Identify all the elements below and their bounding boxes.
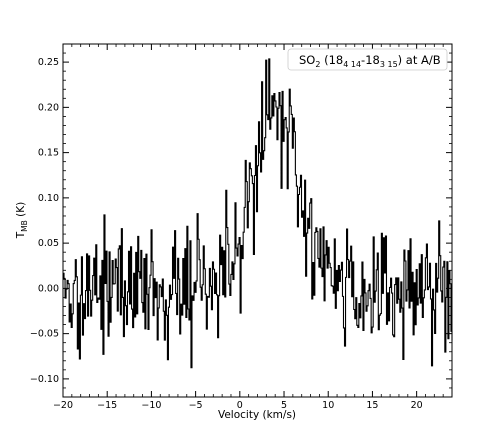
y-tick-label: 0.25 [38, 57, 59, 68]
legend: SO2 (184 14-183 15) at A/B [287, 48, 448, 71]
y-axis-label-main: T [15, 231, 27, 239]
y-axis-label-sub: MB [20, 220, 29, 232]
plot-frame [62, 43, 453, 398]
x-tick-label: 5 [281, 400, 287, 411]
x-tick-label: −10 [141, 400, 161, 411]
x-tick-label: 10 [322, 400, 334, 411]
x-axis-label: Velocity (km/s) [218, 409, 296, 421]
x-tick-label: 20 [411, 400, 423, 411]
y-tick-label: 0.20 [38, 102, 59, 113]
legend-segment: (18 [320, 53, 343, 67]
x-tick-labels: −20 −15 −10 −5 0 5 10 15 20 [53, 400, 423, 411]
x-tick-label: −5 [189, 400, 203, 411]
y-tick-label: 0.15 [38, 148, 59, 159]
y-axis-label-rest: (K) [15, 202, 27, 220]
legend-segment: SO [299, 53, 315, 67]
x-tick-label: −15 [97, 400, 117, 411]
legend-text: SO2 (184 14-183 15) at A/B [299, 53, 441, 69]
legend-segment: -18 [361, 53, 380, 67]
legend-subscript: 2 [315, 60, 320, 69]
y-tick-label: −0.10 [30, 374, 59, 385]
legend-subscript: 4 14 [343, 60, 361, 69]
y-tick-label: 0.10 [38, 193, 59, 204]
y-tick-label: 0.00 [38, 283, 59, 294]
x-tick-label: 15 [366, 400, 378, 411]
legend-segment: ) at A/B [398, 53, 441, 67]
y-tick-labels: −0.10 −0.05 0.00 0.05 0.10 0.15 0.20 0.25 [30, 57, 59, 385]
x-tick-label: 0 [237, 400, 243, 411]
axis-ticks [62, 43, 453, 398]
legend-box [287, 48, 448, 71]
y-tick-label: 0.05 [38, 238, 59, 249]
x-tick-label: −20 [53, 400, 73, 411]
spectrum-line [63, 58, 453, 369]
legend-subscript: 3 15 [380, 60, 398, 69]
y-axis-label: TMB (K) [15, 202, 29, 239]
y-tick-label: −0.05 [30, 329, 59, 340]
